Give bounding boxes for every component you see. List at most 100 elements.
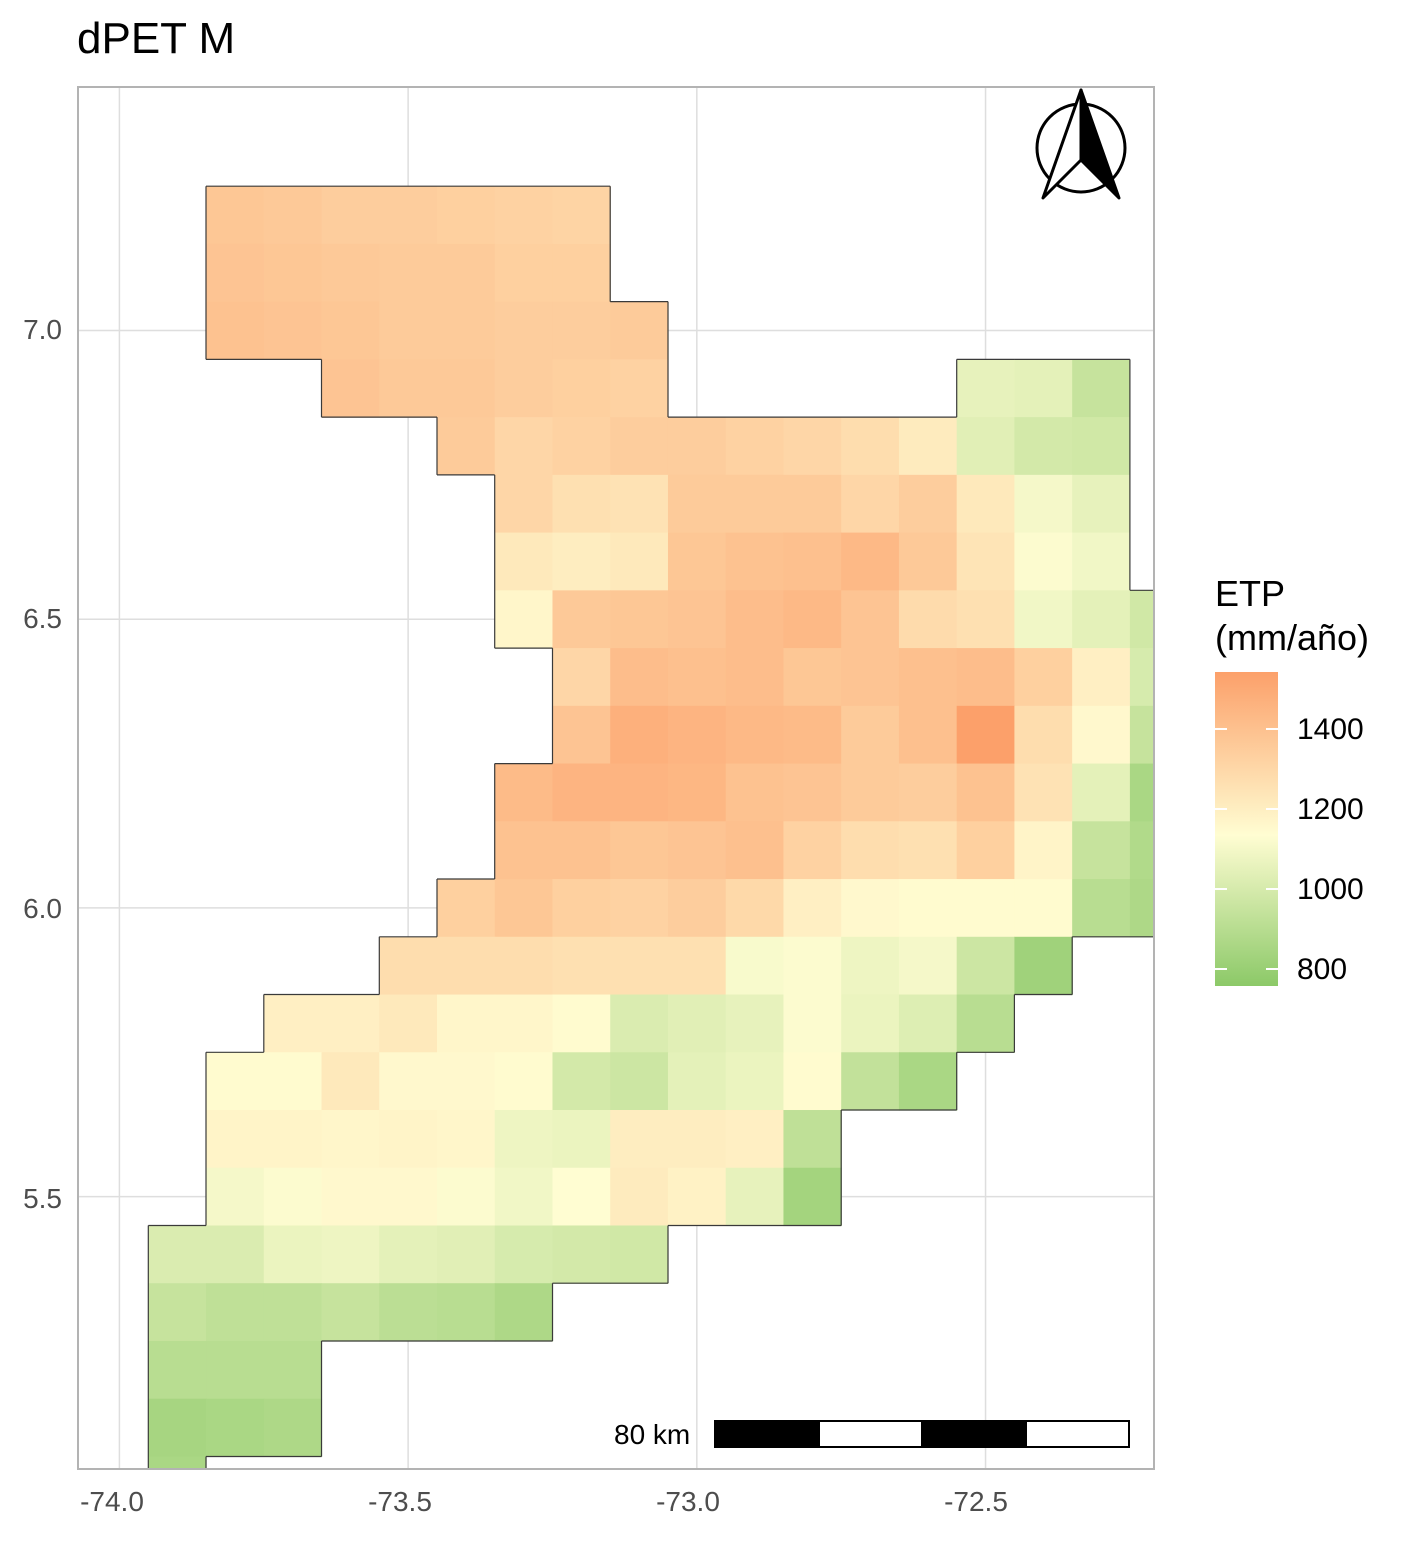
raster-cell: [725, 474, 785, 534]
raster-cell: [956, 474, 1016, 534]
raster-cell: [494, 301, 554, 360]
raster-cell: [610, 417, 669, 476]
raster-cell: [841, 936, 900, 996]
raster-cell: [610, 359, 669, 418]
raster-cell: [898, 763, 958, 822]
legend-title-line: ETP: [1215, 573, 1286, 614]
raster-cell: [898, 474, 958, 534]
raster-cell: [725, 1110, 785, 1169]
scale-bar-segment: [1025, 1420, 1130, 1448]
raster-cell: [956, 417, 1016, 476]
raster-cell: [783, 763, 842, 822]
y-tick-label: 7.0: [23, 314, 62, 345]
raster-cell: [610, 301, 669, 360]
raster-cell: [206, 301, 265, 360]
raster-cell: [841, 590, 900, 649]
raster-cell: [667, 763, 727, 822]
raster-cell: [148, 1398, 207, 1458]
raster-cell: [956, 359, 1016, 418]
raster-cell: [552, 936, 611, 996]
raster-cell: [321, 1052, 380, 1111]
raster-cell: [321, 1283, 380, 1342]
raster-cell: [610, 590, 669, 649]
raster-cell: [1129, 705, 1153, 765]
raster-cell: [552, 1052, 611, 1111]
raster-cell: [494, 590, 554, 649]
raster-cell: [1129, 879, 1153, 938]
raster-cell: [437, 1110, 496, 1169]
raster-cell: [725, 590, 785, 649]
raster-cell: [841, 474, 900, 534]
raster-cell: [379, 1167, 438, 1227]
raster-cell: [610, 474, 669, 534]
raster-cell: [725, 821, 785, 880]
raster-cell: [667, 994, 727, 1053]
raster-cell: [321, 186, 380, 245]
x-tick-label: -74.0: [80, 1486, 144, 1517]
raster-cell: [610, 821, 669, 880]
raster-cell: [494, 1110, 554, 1169]
raster-cell: [321, 301, 380, 360]
raster-cell: [494, 1225, 554, 1284]
raster-cell: [552, 186, 611, 245]
raster-cell: [494, 359, 554, 418]
scale-bar: [714, 1420, 1130, 1448]
raster-cell: [898, 821, 958, 880]
raster-cell: [494, 1283, 554, 1342]
raster-cell: [1014, 417, 1073, 476]
raster-cell: [1072, 821, 1131, 880]
legend-label: 1400: [1297, 713, 1364, 746]
raster-cell: [610, 1167, 669, 1227]
raster-cell: [206, 1167, 265, 1227]
raster-cell: [206, 1225, 265, 1284]
raster-cell: [1129, 590, 1153, 649]
raster-cell: [321, 359, 380, 418]
raster-cell: [667, 590, 727, 649]
raster-cell: [610, 1225, 669, 1284]
raster-cell: [1014, 648, 1073, 707]
raster-cell: [1129, 763, 1153, 822]
raster-cell: [667, 705, 727, 765]
raster-cell: [494, 1052, 554, 1111]
raster-cell: [898, 1052, 958, 1111]
raster-cell: [725, 936, 785, 996]
north-arrow-icon: [1035, 88, 1127, 200]
raster-cell: [956, 994, 1016, 1053]
raster-cell: [321, 1167, 380, 1227]
raster-cell: [1014, 590, 1073, 649]
raster-cell: [494, 994, 554, 1053]
raster-cell: [898, 879, 958, 938]
raster-cell: [321, 1110, 380, 1169]
raster-cell: [379, 243, 438, 303]
raster-cell: [841, 821, 900, 880]
raster-cell: [206, 1398, 265, 1458]
raster-cell: [552, 705, 611, 765]
legend-label: 800: [1297, 953, 1348, 986]
raster-cell: [437, 1052, 496, 1111]
raster-cell: [1014, 763, 1073, 822]
scale-bar-segment: [714, 1420, 820, 1448]
raster-cell: [667, 474, 727, 534]
raster-cell: [841, 532, 900, 591]
scale-bar-segment: [921, 1420, 1027, 1448]
raster-cell: [263, 243, 323, 303]
raster-cell: [898, 648, 958, 707]
raster-cell: [725, 417, 785, 476]
raster-cell: [263, 301, 323, 360]
raster-cell: [841, 648, 900, 707]
raster-cell: [494, 763, 554, 822]
raster-cell: [437, 1283, 496, 1342]
raster-cell: [437, 301, 496, 360]
raster-cell: [841, 763, 900, 822]
raster-cell: [494, 936, 554, 996]
legend-colorbar: [1215, 672, 1278, 986]
raster-cell: [1072, 590, 1131, 649]
raster-cell: [898, 936, 958, 996]
raster-cell: [725, 532, 785, 591]
raster-cell: [263, 1283, 323, 1342]
raster-cell: [841, 417, 900, 476]
raster-cell: [437, 879, 496, 938]
raster-cell: [263, 1167, 323, 1227]
raster-cell: [725, 1167, 785, 1227]
raster-cell: [1072, 474, 1131, 534]
